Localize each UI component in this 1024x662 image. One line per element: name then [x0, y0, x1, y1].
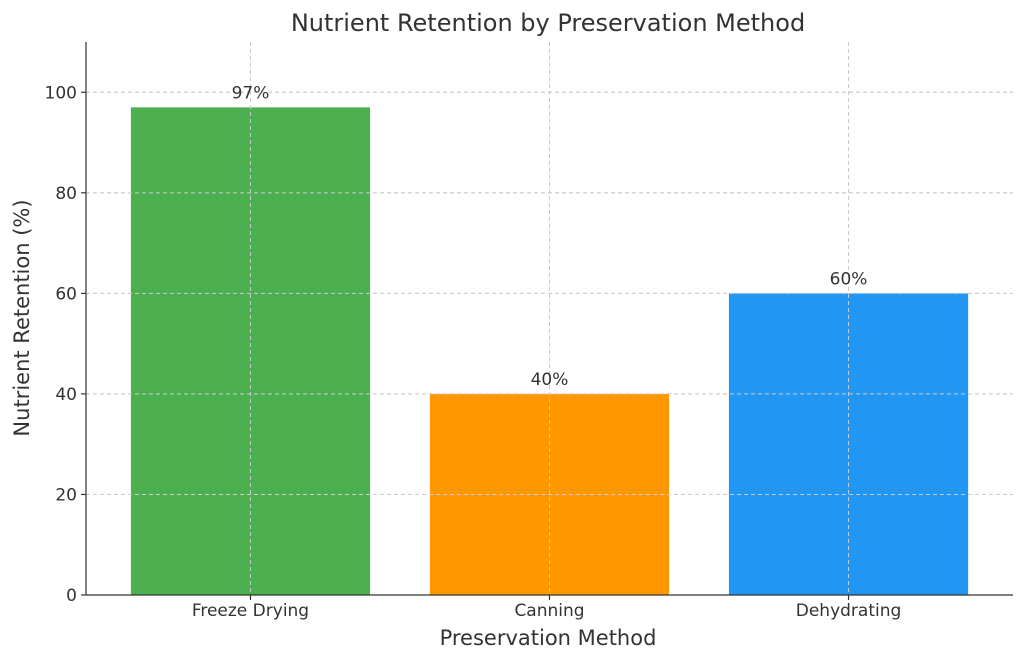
data-labels: 97% 40% 60% — [232, 83, 868, 390]
y-tick-label: 60 — [55, 284, 77, 304]
y-tick-label: 0 — [66, 586, 77, 606]
bars — [86, 42, 1013, 595]
bar-value-label: 97% — [232, 83, 270, 103]
y-tick-label: 100 — [45, 83, 77, 103]
bar-value-label: 60% — [830, 269, 868, 289]
y-tick-label: 80 — [55, 184, 77, 204]
x-axis-label: Preservation Method — [440, 626, 657, 650]
chart-title: Nutrient Retention by Preservation Metho… — [291, 9, 805, 37]
bar-value-label: 40% — [531, 370, 569, 390]
y-axis-label: Nutrient Retention (%) — [10, 199, 34, 436]
x-tick-label: Dehydrating — [796, 601, 902, 621]
x-tick-label: Canning — [514, 601, 584, 621]
y-tick-label: 40 — [55, 385, 77, 405]
y-tick-label: 20 — [55, 485, 77, 505]
x-tick-label: Freeze Drying — [192, 601, 309, 621]
axes: 0 20 40 60 80 100 Freeze Drying Canning Dehydrat… — [45, 42, 1013, 621]
